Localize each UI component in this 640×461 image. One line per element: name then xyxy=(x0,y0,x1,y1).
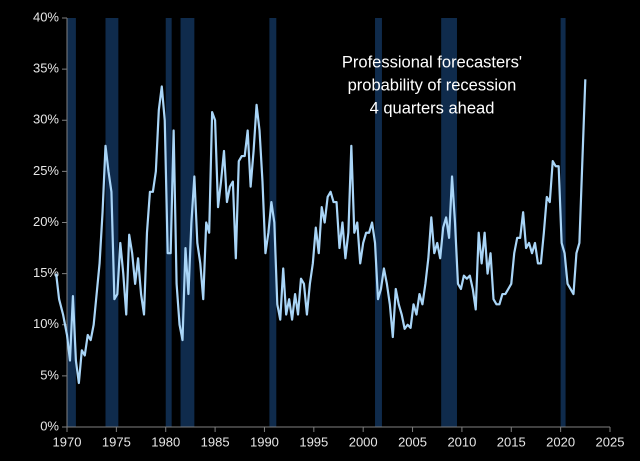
chart-title: 4 quarters ahead xyxy=(370,99,495,117)
x-tick-label: 2020 xyxy=(546,434,575,449)
x-tick-label: 1970 xyxy=(53,434,82,449)
recession-band xyxy=(269,18,277,427)
chart-title: probability of recession xyxy=(348,76,517,94)
chart-title: Professional forecasters' xyxy=(342,53,522,71)
x-tick-label: 1990 xyxy=(250,434,279,449)
x-tick-label: 2005 xyxy=(398,434,427,449)
recession-band xyxy=(67,18,76,427)
y-tick-label: 10% xyxy=(33,316,59,331)
x-tick-label: 2010 xyxy=(447,434,476,449)
x-tick-label: 1985 xyxy=(201,434,230,449)
y-tick-label: 0% xyxy=(40,418,59,433)
x-tick-label: 2025 xyxy=(596,434,625,449)
y-tick-label: 25% xyxy=(33,163,59,178)
x-tick-label: 1995 xyxy=(299,434,328,449)
recession-band xyxy=(165,18,172,427)
y-tick-label: 40% xyxy=(33,9,59,24)
x-tick-label: 2015 xyxy=(497,434,526,449)
y-tick-label: 20% xyxy=(33,214,59,229)
recession-band xyxy=(375,18,382,427)
y-tick-label: 5% xyxy=(40,367,59,382)
x-tick-label: 1980 xyxy=(151,434,180,449)
y-tick-label: 30% xyxy=(33,112,59,127)
y-tick-label: 15% xyxy=(33,265,59,280)
x-tick-label: 2000 xyxy=(349,434,378,449)
data-line xyxy=(55,79,587,385)
x-tick-label: 1975 xyxy=(102,434,131,449)
recession-band xyxy=(560,18,566,427)
y-tick-label: 35% xyxy=(33,61,59,76)
